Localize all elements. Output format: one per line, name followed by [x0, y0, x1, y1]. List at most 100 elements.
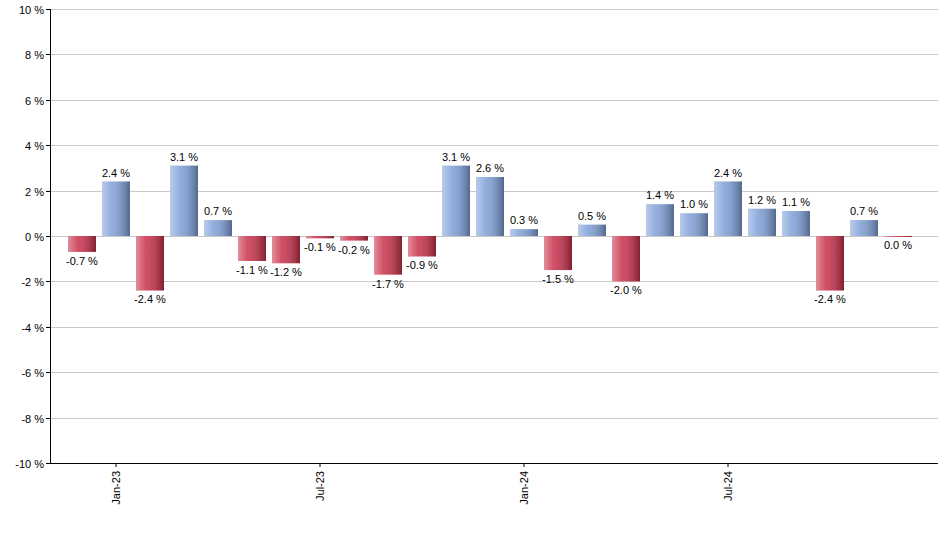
bar	[578, 225, 606, 236]
bar	[68, 236, 96, 252]
bar	[374, 236, 402, 275]
chart: -10 %-8 %-6 %-4 %-2 %0 %2 %4 %6 %8 %10 %…	[0, 0, 940, 550]
y-tick-label: 4 %	[25, 140, 44, 152]
data-label: 3.1 %	[170, 151, 198, 163]
y-axis	[50, 9, 51, 463]
bar	[646, 204, 674, 236]
bar	[714, 182, 742, 236]
bar-shade	[816, 236, 844, 290]
bar-shade	[578, 225, 606, 236]
x-tick-label: Jul-24	[722, 471, 734, 501]
bar-shade	[204, 220, 232, 236]
data-label: -2.4 %	[134, 293, 166, 305]
bar-shade	[714, 182, 742, 236]
grid-line	[50, 372, 938, 373]
bar	[340, 236, 368, 241]
bars	[68, 166, 912, 291]
bar-shade	[612, 236, 640, 281]
bar	[476, 177, 504, 236]
y-tick-label: 10 %	[19, 4, 44, 16]
data-label: -2.0 %	[610, 284, 642, 296]
y-tick-label: -4 %	[21, 322, 44, 334]
bar	[816, 236, 844, 290]
y-tick	[46, 191, 50, 192]
grid-line	[50, 236, 938, 237]
x-tick	[116, 463, 117, 467]
bar-shade	[170, 166, 198, 236]
bar	[306, 236, 334, 238]
y-tick-label: 8 %	[25, 49, 44, 61]
x-tick-label: Jan-23	[110, 471, 122, 505]
y-tick	[46, 54, 50, 55]
grid-line	[50, 327, 938, 328]
data-label: -0.1 %	[304, 241, 336, 253]
bar	[510, 229, 538, 236]
data-label: 2.4 %	[714, 167, 742, 179]
y-tick	[46, 327, 50, 328]
data-label: 2.6 %	[476, 162, 504, 174]
grid-line	[50, 54, 938, 55]
bar-shade	[238, 236, 266, 261]
data-label: -0.9 %	[406, 259, 438, 271]
data-label: -1.5 %	[542, 273, 574, 285]
data-label: -1.2 %	[270, 266, 302, 278]
bar	[272, 236, 300, 263]
y-tick-label: 2 %	[25, 186, 44, 198]
bar-shade	[544, 236, 572, 270]
bar-shade	[884, 236, 912, 237]
bar-shade	[306, 236, 334, 238]
data-label: -0.7 %	[66, 255, 98, 267]
bar	[170, 166, 198, 236]
y-tick-label: 0 %	[25, 231, 44, 243]
bar-shade	[850, 220, 878, 236]
x-tick	[524, 463, 525, 467]
bar-shade	[374, 236, 402, 275]
grid-line	[50, 100, 938, 101]
bar	[612, 236, 640, 281]
data-label: 0.0 %	[884, 239, 912, 251]
x-tick-label: Jan-24	[518, 471, 530, 505]
data-label: 1.1 %	[782, 196, 810, 208]
y-tick-label: -2 %	[21, 276, 44, 288]
bar-shade	[748, 209, 776, 236]
y-tick	[46, 281, 50, 282]
grid-line	[50, 281, 938, 282]
grid-line	[50, 145, 938, 146]
data-label: 0.7 %	[204, 205, 232, 217]
grid-line	[50, 9, 938, 10]
bar	[884, 236, 912, 237]
grid-line	[50, 463, 938, 464]
y-tick	[46, 9, 50, 10]
bar	[102, 182, 130, 236]
y-tick	[46, 100, 50, 101]
data-label: -2.4 %	[814, 293, 846, 305]
data-label: -1.7 %	[372, 278, 404, 290]
x-tick-label: Jul-23	[314, 471, 326, 501]
x-axis	[50, 463, 938, 464]
y-tick-label: -10 %	[15, 458, 44, 470]
bar	[442, 166, 470, 236]
data-label: 1.4 %	[646, 189, 674, 201]
grid-line	[50, 418, 938, 419]
x-tick	[320, 463, 321, 467]
y-tick	[46, 236, 50, 237]
bar	[136, 236, 164, 290]
bar-shade	[408, 236, 436, 256]
bar-shade	[272, 236, 300, 263]
bar-shade	[136, 236, 164, 290]
y-tick	[46, 463, 50, 464]
y-tick-label: -8 %	[21, 413, 44, 425]
bar-shade	[680, 213, 708, 236]
bar-shade	[442, 166, 470, 236]
y-tick	[46, 372, 50, 373]
bar	[544, 236, 572, 270]
bar-shade	[68, 236, 96, 252]
data-label: 1.0 %	[680, 198, 708, 210]
bar-shade	[782, 211, 810, 236]
y-tick	[46, 418, 50, 419]
data-label: 0.7 %	[850, 205, 878, 217]
bar-shade	[476, 177, 504, 236]
y-tick-label: -6 %	[21, 367, 44, 379]
bar	[680, 213, 708, 236]
data-label: 3.1 %	[442, 151, 470, 163]
